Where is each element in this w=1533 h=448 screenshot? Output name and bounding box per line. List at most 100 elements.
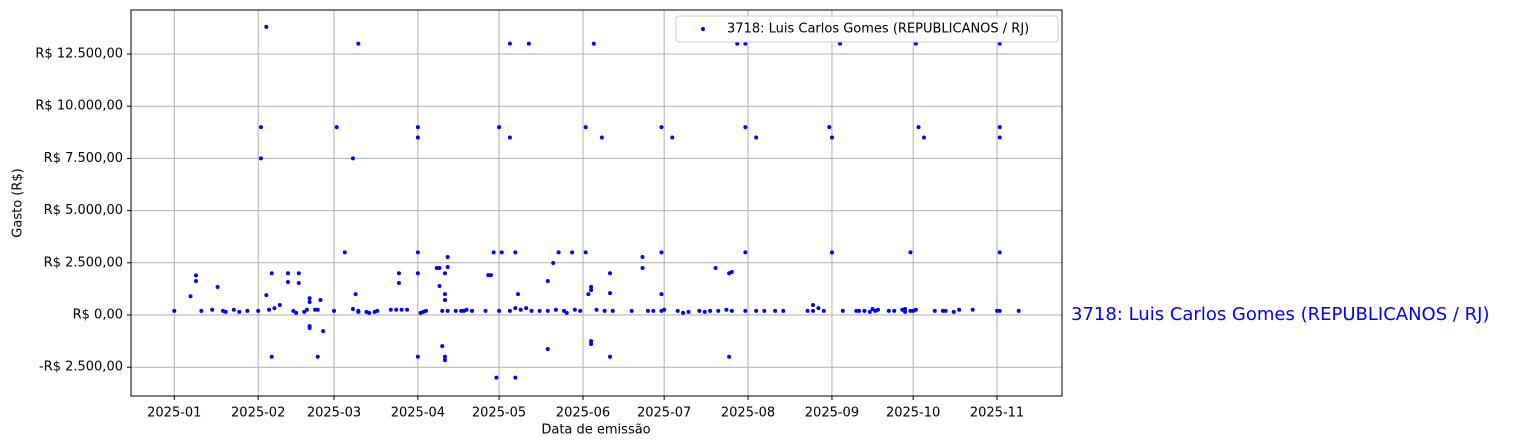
point — [440, 308, 445, 313]
point — [697, 308, 702, 313]
point — [997, 125, 1002, 130]
point — [754, 308, 759, 313]
point — [743, 250, 748, 255]
point — [193, 278, 198, 283]
point — [513, 306, 518, 311]
point — [524, 306, 529, 311]
point — [702, 309, 707, 314]
point — [645, 308, 650, 313]
point — [781, 308, 786, 313]
point — [1016, 308, 1021, 313]
point — [537, 308, 542, 313]
point — [659, 292, 664, 297]
point — [591, 41, 596, 46]
point — [342, 250, 347, 255]
point — [602, 308, 607, 313]
point — [578, 308, 583, 313]
point — [729, 308, 734, 313]
point — [294, 310, 299, 315]
point — [599, 135, 604, 140]
x-tick-label: 2025-03 — [307, 406, 361, 421]
x-tick-label: 2025-07 — [637, 406, 691, 421]
point — [318, 297, 323, 302]
point — [545, 278, 550, 283]
point — [640, 266, 645, 271]
point — [827, 125, 832, 130]
point — [497, 125, 502, 130]
point — [388, 307, 393, 312]
point — [367, 310, 372, 315]
point — [321, 329, 326, 334]
point — [862, 308, 867, 313]
point — [957, 307, 962, 312]
point — [285, 271, 290, 276]
point — [589, 287, 594, 292]
point — [231, 307, 236, 312]
point — [589, 285, 594, 290]
point — [583, 250, 588, 255]
point — [304, 307, 309, 312]
point — [405, 307, 410, 312]
point — [913, 307, 918, 312]
point — [394, 307, 399, 312]
point — [353, 292, 358, 297]
point — [172, 308, 177, 313]
point — [545, 347, 550, 352]
point — [453, 308, 458, 313]
x-tick-label: 2025-02 — [231, 406, 285, 421]
point — [951, 309, 956, 314]
point — [526, 41, 531, 46]
point — [223, 309, 228, 314]
point — [908, 250, 913, 255]
point — [415, 354, 420, 359]
x-tick-label: 2025-01 — [147, 406, 201, 421]
x-tick-label: 2025-06 — [556, 406, 610, 421]
point — [675, 308, 680, 313]
point — [608, 354, 613, 359]
point — [821, 308, 826, 313]
point — [553, 307, 558, 312]
point — [997, 250, 1002, 255]
point — [629, 308, 634, 313]
point — [970, 307, 975, 312]
point — [331, 308, 336, 313]
point — [916, 125, 921, 130]
point — [513, 250, 518, 255]
point — [440, 344, 445, 349]
point — [608, 271, 613, 276]
point — [640, 254, 645, 259]
point — [886, 308, 891, 313]
point — [415, 250, 420, 255]
point — [507, 41, 512, 46]
point — [516, 292, 521, 297]
point — [442, 358, 447, 363]
plot-frame — [130, 9, 1063, 397]
point — [583, 125, 588, 130]
point — [570, 250, 575, 255]
point — [997, 135, 1002, 140]
point — [586, 292, 591, 297]
point — [437, 266, 442, 271]
point — [499, 250, 504, 255]
point — [285, 280, 290, 285]
point — [754, 135, 759, 140]
point — [258, 125, 263, 130]
point — [659, 250, 664, 255]
point — [892, 308, 897, 313]
point — [816, 306, 821, 311]
x-tick-label: 2025-05 — [472, 406, 526, 421]
x-tick-label: 2025-08 — [721, 406, 775, 421]
point — [903, 306, 908, 311]
point — [302, 309, 307, 314]
point — [857, 308, 862, 313]
point — [193, 273, 198, 278]
point — [932, 308, 937, 313]
point — [267, 307, 272, 312]
point — [272, 306, 277, 311]
point — [445, 254, 450, 259]
point — [269, 271, 274, 276]
point — [838, 41, 843, 46]
point — [334, 125, 339, 130]
point — [215, 285, 220, 290]
x-tick-label: 2025-11 — [970, 406, 1024, 421]
